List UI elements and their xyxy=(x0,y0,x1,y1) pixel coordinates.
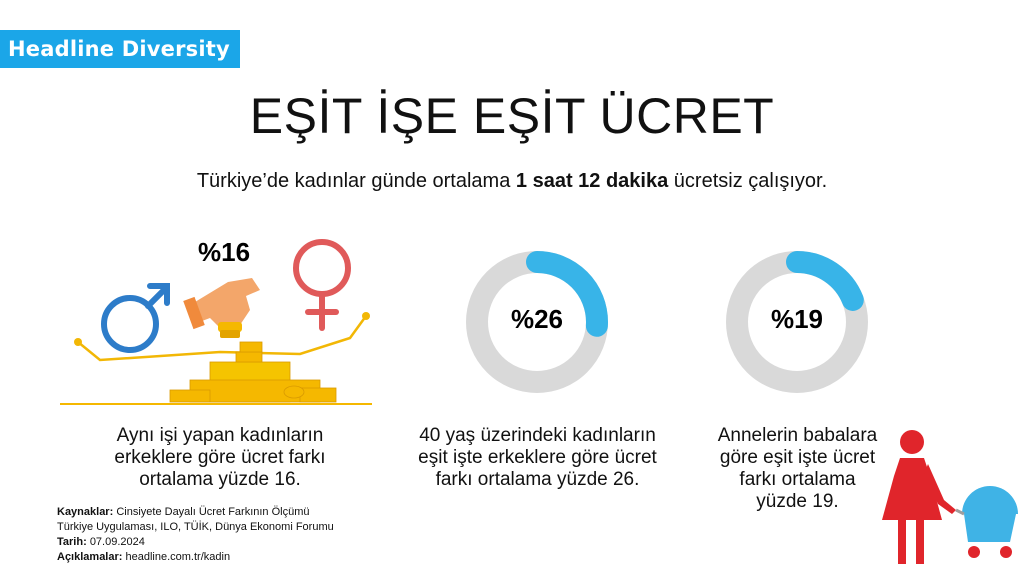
page-subtitle: Türkiye’de kadınlar günde ortalama 1 saa… xyxy=(0,170,1024,193)
caption-line: eşit işte erkeklere göre ücret xyxy=(418,447,657,468)
donut-chart-3 xyxy=(726,251,868,393)
brand-badge: Headline Diversity xyxy=(0,30,240,68)
stat-caption-2: 40 yaş üzerindeki kadınların eşit işte e… xyxy=(395,425,680,491)
caption-line: ortalama yüzde 16. xyxy=(139,469,301,490)
sources-value: Cinsiyete Dayalı Ücret Farkının Ölçümü xyxy=(116,506,310,518)
mother-stroller-icon xyxy=(882,430,1018,564)
subtitle-text: Türkiye’de kadınlar günde ortalama xyxy=(196,170,516,192)
caption-line: erkeklere göre ücret farkı xyxy=(114,447,326,468)
subtitle-highlight: 1 saat 12 dakika xyxy=(515,170,669,192)
notes-line: Açıklamalar: headline.com.tr/kadin xyxy=(57,550,334,565)
notes-link[interactable]: headline.com.tr/kadin xyxy=(125,551,231,563)
date-line: Tarih: 07.09.2024 xyxy=(57,535,334,550)
date-value: 07.09.2024 xyxy=(89,536,145,548)
caption-line: 40 yaş üzerindeki kadınların xyxy=(419,425,656,446)
caption-line: göre eşit işte ücret xyxy=(719,447,876,468)
sources-line-2: Türkiye Uygulaması, ILO, TÜİK, Dünya Eko… xyxy=(57,521,334,533)
caption-line: yüzde 19. xyxy=(756,491,839,512)
donut-chart-2 xyxy=(466,251,608,393)
stat-caption-3: Annelerin babalara göre eşit işte ücret … xyxy=(690,425,905,513)
subtitle-text-end: ücretsiz çalışıyor. xyxy=(668,170,828,192)
stat-label-2: %26 xyxy=(510,304,564,334)
male-symbol-icon xyxy=(101,283,170,353)
caption-line: farkı ortalama yüzde 26. xyxy=(435,469,640,490)
date-label: Tarih: xyxy=(57,536,87,548)
stat-label-1: %16 xyxy=(198,237,251,267)
donut-arc-2 xyxy=(466,251,608,393)
female-symbol-icon xyxy=(293,239,351,331)
coin-stack-icon xyxy=(169,341,337,403)
pay-gap-illustration xyxy=(60,239,372,405)
caption-line: Aynı işi yapan kadınların xyxy=(116,425,324,446)
page-title: EŞİT İŞE EŞİT ÜCRET xyxy=(249,88,775,144)
sources-label: Kaynaklar: xyxy=(57,506,114,518)
sources-line-1: Kaynaklar: Cinsiyete Dayalı Ücret Farkın… xyxy=(57,505,334,520)
caption-line: Annelerin babalara xyxy=(717,425,878,446)
sources-block: Kaynaklar: Cinsiyete Dayalı Ücret Farkın… xyxy=(57,505,334,565)
stat-label-3: %19 xyxy=(770,304,824,334)
notes-label: Açıklamalar: xyxy=(57,551,123,563)
stat-caption-1: Aynı işi yapan kadınların erkeklere göre… xyxy=(80,425,360,491)
caption-line: farkı ortalama xyxy=(739,469,856,490)
donut-arc-3 xyxy=(726,251,868,393)
hand-coin-icon xyxy=(183,278,260,338)
